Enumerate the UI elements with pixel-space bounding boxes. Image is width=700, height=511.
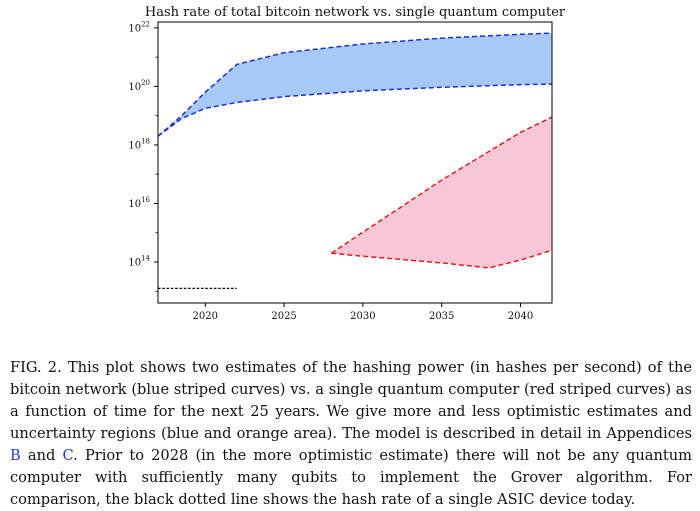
chart-title: Hash rate of total bitcoin network vs. s…: [145, 5, 566, 20]
hash-rate-chart: Hash rate of total bitcoin network vs. s…: [128, 5, 566, 322]
appendix-c-link[interactable]: C: [62, 447, 74, 464]
x-tick-label: 2020: [193, 311, 218, 322]
y-tick-label: 1022: [128, 20, 150, 34]
series-line-quantum-optimistic: [330, 116, 553, 254]
series-line-bitcoin-lower: [157, 83, 553, 137]
y-axis-ticks: 1014 1016 1018 1020 1022: [128, 20, 158, 292]
caption-text-1: This plot shows two estimates of the has…: [10, 359, 693, 442]
band-bitcoin: [158, 33, 552, 137]
y-tick-label: 1014: [128, 255, 150, 269]
figure: Hash rate of total bitcoin network vs. s…: [128, 5, 566, 322]
plot-frame: [157, 21, 553, 304]
caption-text-3: . Prior to 2028 (in the more optimistic …: [10, 447, 692, 508]
x-tick-label: 2030: [350, 311, 375, 322]
caption-text-2: and: [20, 447, 63, 464]
x-axis-ticks: 2020 2025 2030 2035 2040: [193, 303, 533, 322]
y-tick-label: 1016: [128, 196, 150, 210]
uncertainty-bands: [158, 33, 552, 268]
band-quantum: [331, 117, 552, 268]
x-tick-label: 2040: [508, 311, 533, 322]
series-lines: [157, 32, 553, 290]
figure-caption: FIG. 2. This plot shows two estimates of…: [10, 357, 692, 511]
y-tick-label: 1020: [128, 79, 150, 93]
x-tick-label: 2025: [271, 311, 296, 322]
y-tick-label: 1018: [128, 137, 150, 151]
caption-label: FIG. 2.: [10, 359, 62, 376]
series-line-bitcoin-upper: [157, 32, 553, 137]
appendix-b-link[interactable]: B: [10, 447, 21, 464]
x-tick-label: 2035: [429, 311, 454, 322]
series-line-quantum-pessimistic: [331, 249, 553, 269]
